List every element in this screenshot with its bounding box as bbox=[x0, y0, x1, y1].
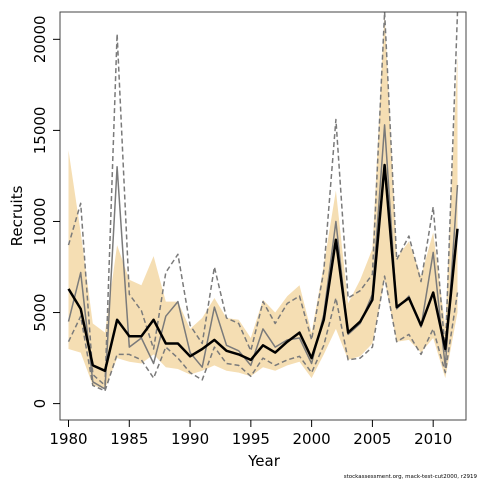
median-line bbox=[67, 163, 459, 373]
x-tick-label: 1990 bbox=[171, 430, 209, 448]
x-tick-label: 2005 bbox=[353, 430, 391, 448]
x-axis-title: Year bbox=[247, 452, 281, 470]
y-tick-label: 20000 bbox=[31, 15, 49, 63]
x-tick-label: 2000 bbox=[293, 430, 331, 448]
plot-frame bbox=[59, 11, 467, 421]
confidence-band bbox=[68, 12, 458, 389]
y-tick-label: 15000 bbox=[31, 107, 49, 155]
x-tick-label: 1995 bbox=[232, 430, 270, 448]
y-tick-label: 10000 bbox=[31, 198, 49, 246]
x-tick-label: 2010 bbox=[414, 430, 452, 448]
x-tick-label: 1985 bbox=[110, 430, 148, 448]
y-tick-label: 5000 bbox=[31, 293, 49, 331]
x-tick-label: 1980 bbox=[49, 430, 87, 448]
dashed-upper-line bbox=[67, 11, 459, 387]
y-axis: 0 5000 10000 15000 20000 bbox=[31, 15, 60, 408]
y-tick-label: 0 bbox=[31, 399, 49, 409]
dashed-lower-line bbox=[67, 275, 459, 392]
x-axis: 1980 1985 1990 1995 2000 2005 2010 bbox=[49, 420, 452, 448]
series-lines bbox=[67, 11, 459, 392]
y-axis-title: Recruits bbox=[8, 185, 26, 246]
footnote: stockassessment.org, mack-test-cut2000, … bbox=[344, 474, 478, 480]
